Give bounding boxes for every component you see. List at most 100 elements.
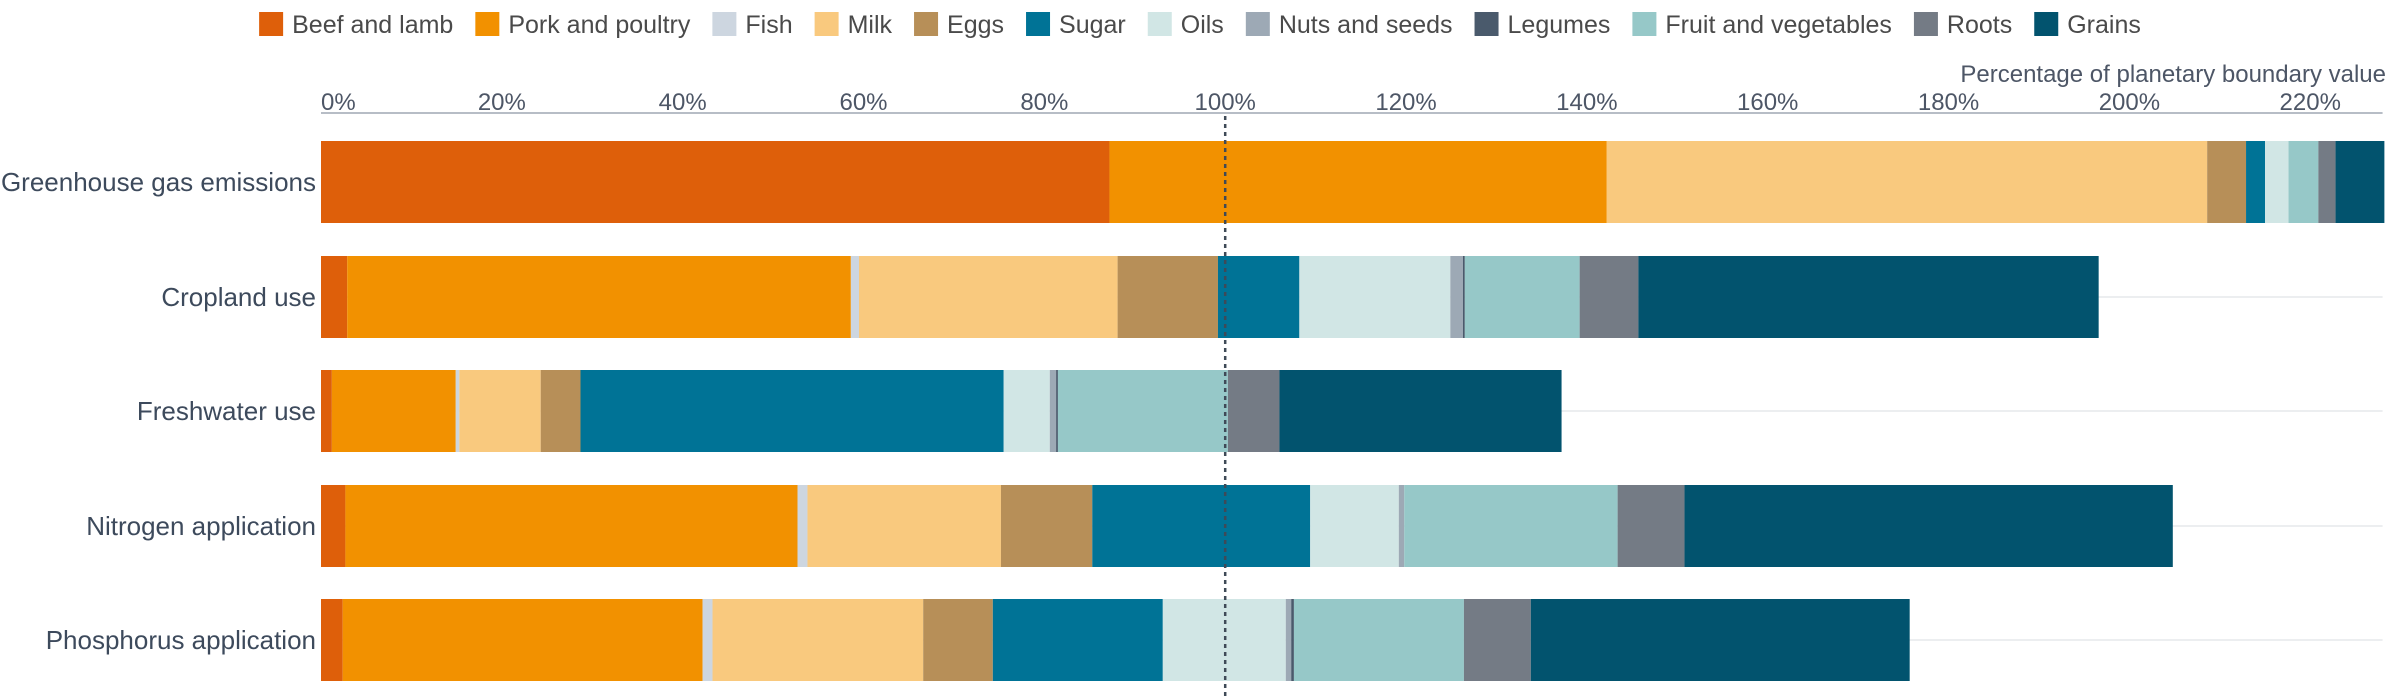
bar-segment-roots xyxy=(1579,256,1639,338)
bar-group-cropland-use xyxy=(321,256,2099,338)
bar-segment-milk xyxy=(1606,141,2208,223)
bar-segment-legumes xyxy=(1463,256,1465,338)
bar-segment-sugar xyxy=(992,599,1163,681)
legend-label-milk: Milk xyxy=(848,11,893,39)
legend-label-oils: Oils xyxy=(1181,11,1224,39)
x-tick-label: 40% xyxy=(659,89,707,116)
bar-segment-fish xyxy=(797,485,808,567)
row-gridlines xyxy=(321,296,2383,641)
bar-segment-legumes xyxy=(1056,370,1058,452)
bar-segment-milk xyxy=(807,485,1001,567)
bar-segment-fruit-and-vegetables xyxy=(1057,370,1228,452)
bar-segment-fruit-and-vegetables xyxy=(1404,485,1618,567)
bar-segment-milk xyxy=(858,256,1118,338)
bar-segment-milk xyxy=(712,599,924,681)
legend-item-legumes: Legumes xyxy=(1474,11,1611,39)
legend-item-fruit-and-vegetables: Fruit and vegetables xyxy=(1632,11,1892,39)
x-tick-label: 80% xyxy=(1020,89,1068,116)
bar-group-nitrogen-application xyxy=(321,485,2173,567)
legend-item-milk: Milk xyxy=(814,11,893,39)
legend-label-pork-and-poultry: Pork and poultry xyxy=(508,11,691,39)
bar-segment-sugar xyxy=(580,370,1004,452)
bar-segment-beef-and-lamb xyxy=(321,599,343,681)
legend-swatch-pork-and-poultry xyxy=(475,12,500,36)
category-label-phosphorus-application: Phosphorus application xyxy=(46,625,316,655)
bar-segment-nuts-and-seeds xyxy=(1398,485,1405,567)
legend-item-beef-and-lamb: Beef and lamb xyxy=(259,11,453,39)
legend-item-fish: Fish xyxy=(712,11,793,39)
legend-swatch-oils xyxy=(1147,12,1172,36)
bar-segment-grains xyxy=(2335,141,2385,223)
legend-swatch-nuts-and-seeds xyxy=(1245,12,1270,36)
legend-item-grains: Grains xyxy=(2034,11,2141,39)
x-tick-label: 140% xyxy=(1556,89,1617,116)
bar-segment-pork-and-poultry xyxy=(342,599,703,681)
bar-segment-nuts-and-seeds xyxy=(1450,256,1464,338)
legend-item-eggs: Eggs xyxy=(914,11,1004,39)
bar-segment-fish xyxy=(702,599,713,681)
bar-segment-sugar xyxy=(1217,256,1300,338)
bar-segment-eggs xyxy=(923,599,993,681)
legend-label-sugar: Sugar xyxy=(1059,11,1126,39)
bar-segment-nuts-and-seeds xyxy=(1285,599,1292,681)
x-axis-ticks: 0% 20% 40% 60% 80% 100% 120% 140% 160% 180% 200% 22… xyxy=(321,89,2341,116)
legend-swatch-eggs xyxy=(914,12,939,36)
category-label-greenhouse-gas-emissions: Greenhouse gas emissions xyxy=(1,167,316,197)
bar-segment-oils xyxy=(1003,370,1050,452)
bar-group-freshwater-use xyxy=(321,370,1562,452)
legend-swatch-fruit-and-vegetables xyxy=(1632,12,1657,36)
x-tick-label: 120% xyxy=(1375,89,1436,116)
x-tick-label: 220% xyxy=(2280,89,2341,116)
bar-segment-oils xyxy=(1299,256,1451,338)
category-label-nitrogen-application: Nitrogen application xyxy=(86,511,316,541)
legend-item-pork-and-poultry: Pork and poultry xyxy=(475,11,691,39)
legend-label-fruit-and-vegetables: Fruit and vegetables xyxy=(1665,11,1892,39)
legend-swatch-legumes xyxy=(1474,12,1499,36)
bar-segment-legumes xyxy=(1291,599,1294,681)
legend-label-nuts-and-seeds: Nuts and seeds xyxy=(1279,11,1453,39)
bar-segment-eggs xyxy=(2207,141,2247,223)
category-labels: Greenhouse gas emissions Cropland use Fres… xyxy=(1,167,316,655)
legend-label-fish: Fish xyxy=(745,11,792,39)
bar-segment-beef-and-lamb xyxy=(321,141,1110,223)
x-tick-label: 180% xyxy=(1918,89,1979,116)
legend-swatch-milk xyxy=(814,12,839,36)
legend-label-legumes: Legumes xyxy=(1508,11,1611,39)
bar-segment-roots xyxy=(2318,141,2336,223)
bar-segment-beef-and-lamb xyxy=(321,485,346,567)
bar-segment-pork-and-poultry xyxy=(1109,141,1607,223)
bar-segment-grains xyxy=(1684,485,2173,567)
bar-segment-fruit-and-vegetables xyxy=(2288,141,2319,223)
bar-segment-fish xyxy=(850,256,859,338)
x-tick-label: 200% xyxy=(2099,89,2160,116)
bar-segment-milk xyxy=(459,370,541,452)
bar-segment-fruit-and-vegetables xyxy=(1464,256,1580,338)
bar-segment-grains xyxy=(1530,599,1910,681)
bar-segment-beef-and-lamb xyxy=(321,370,332,452)
bar-segment-nuts-and-seeds xyxy=(1049,370,1057,452)
bar-group-phosphorus-application xyxy=(321,599,1910,681)
legend-label-eggs: Eggs xyxy=(947,11,1004,39)
bar-segment-sugar xyxy=(2246,141,2266,223)
legend-swatch-beef-and-lamb xyxy=(259,12,284,36)
legend-swatch-fish xyxy=(712,12,737,36)
legend-item-roots: Roots xyxy=(1913,11,2012,39)
legend-item-sugar: Sugar xyxy=(1026,11,1126,39)
bar-segment-oils xyxy=(2265,141,2289,223)
legend-swatch-sugar xyxy=(1026,12,1051,36)
legend: Beef and lamb Pork and poultry Fish Milk Egg… xyxy=(259,11,2141,39)
legend-swatch-roots xyxy=(1913,12,1938,36)
bars xyxy=(321,141,2385,681)
bar-segment-roots xyxy=(1463,599,1531,681)
category-label-freshwater-use: Freshwater use xyxy=(137,396,316,426)
bar-segment-eggs xyxy=(540,370,581,452)
legend-swatch-grains xyxy=(2034,12,2059,36)
bar-segment-oils xyxy=(1310,485,1399,567)
x-axis-title: Percentage of planetary boundary value xyxy=(1960,61,2386,88)
bar-segment-roots xyxy=(1617,485,1685,567)
bar-segment-sugar xyxy=(1092,485,1311,567)
x-tick-label: 100% xyxy=(1195,89,1256,116)
x-tick-label: 60% xyxy=(839,89,887,116)
bar-segment-eggs xyxy=(1117,256,1218,338)
legend-label-grains: Grains xyxy=(2067,11,2141,39)
